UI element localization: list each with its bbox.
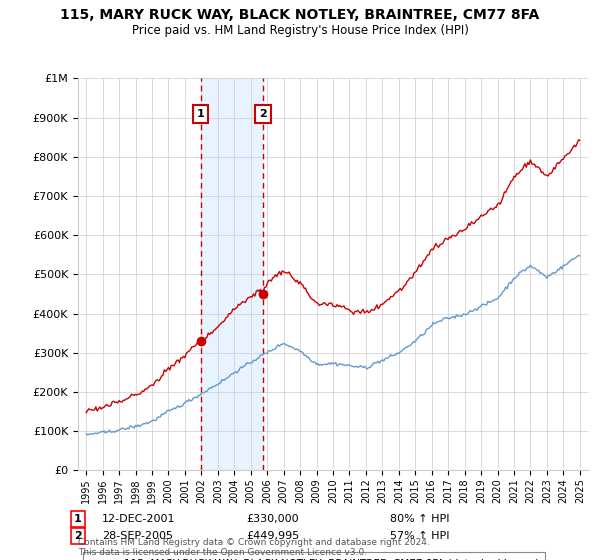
Text: 57% ↑ HPI: 57% ↑ HPI xyxy=(390,531,449,541)
Text: 2: 2 xyxy=(74,531,82,541)
Text: 2: 2 xyxy=(259,109,267,119)
Text: 115, MARY RUCK WAY, BLACK NOTLEY, BRAINTREE, CM77 8FA: 115, MARY RUCK WAY, BLACK NOTLEY, BRAINT… xyxy=(61,8,539,22)
Text: £449,995: £449,995 xyxy=(246,531,299,541)
Bar xyxy=(200,78,263,470)
Legend: 115, MARY RUCK WAY, BLACK NOTLEY, BRAINTREE, CM77 8FA (detached house), HPI: Ave: 115, MARY RUCK WAY, BLACK NOTLEY, BRAINT… xyxy=(83,552,545,560)
Text: £330,000: £330,000 xyxy=(246,514,299,524)
Text: 80% ↑ HPI: 80% ↑ HPI xyxy=(390,514,449,524)
Text: 12-DEC-2001: 12-DEC-2001 xyxy=(102,514,176,524)
Text: 28-SEP-2005: 28-SEP-2005 xyxy=(102,531,173,541)
Text: 1: 1 xyxy=(74,514,82,524)
Text: 1: 1 xyxy=(197,109,205,119)
Text: Price paid vs. HM Land Registry's House Price Index (HPI): Price paid vs. HM Land Registry's House … xyxy=(131,24,469,36)
Text: Contains HM Land Registry data © Crown copyright and database right 2024.
This d: Contains HM Land Registry data © Crown c… xyxy=(78,538,430,557)
